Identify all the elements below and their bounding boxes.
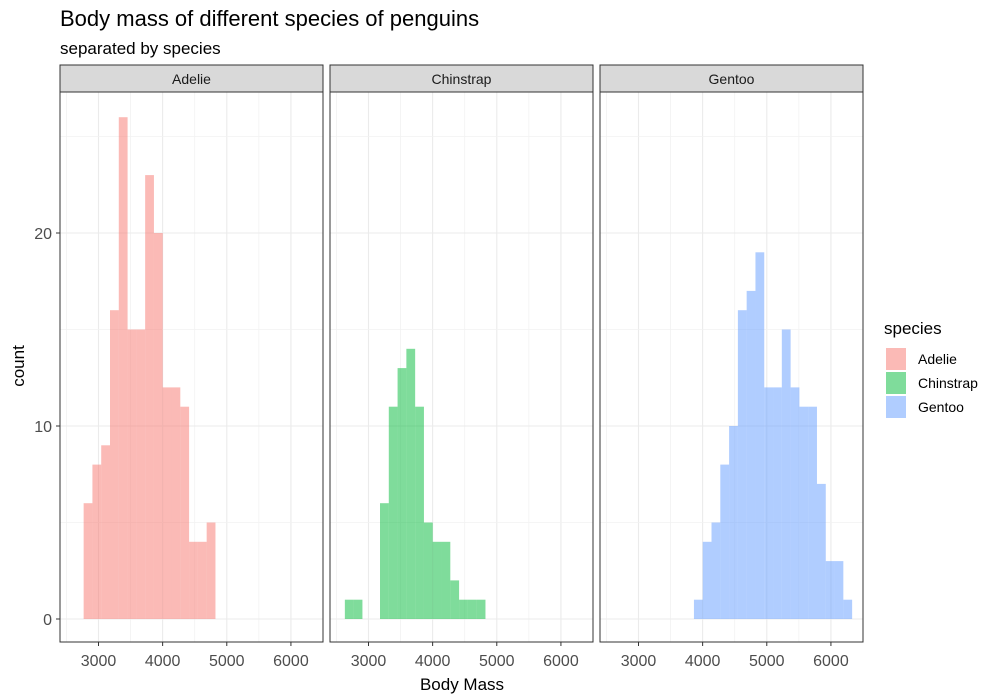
- histogram-bar: [825, 561, 835, 619]
- histogram-bar: [711, 522, 721, 619]
- histogram-bar: [476, 599, 486, 619]
- histogram-bar: [397, 368, 407, 619]
- facet-strip: [329, 64, 594, 93]
- facet-panel-chinstrap: Chinstrap 3000 4000 5000 6000: [329, 64, 594, 670]
- legend-label-adelie: Adelie: [918, 351, 957, 367]
- histogram-bar: [189, 541, 198, 619]
- x-tick-label: 3000: [351, 653, 387, 670]
- histogram-bar: [353, 599, 363, 619]
- chart-subtitle: separated by species: [60, 39, 221, 58]
- y-axis-title: count: [9, 345, 28, 387]
- facet-strip: [59, 64, 324, 93]
- y-tick-label: 20: [34, 226, 52, 243]
- legend-key-chinstrap: [886, 372, 906, 394]
- histogram-bar: [83, 503, 93, 619]
- histogram-bar: [406, 348, 416, 619]
- y-tick-label: 10: [34, 419, 52, 436]
- x-tick-label: 5000: [209, 653, 245, 670]
- histogram-bar: [834, 561, 844, 619]
- histogram-bar: [153, 233, 163, 619]
- x-tick-label: 3000: [621, 653, 657, 670]
- facet-strip-label: Gentoo: [709, 71, 755, 87]
- x-tick-label: 4000: [145, 653, 181, 670]
- histogram-bar: [790, 387, 800, 619]
- legend-key-adelie: [886, 348, 906, 370]
- x-tick-label: 5000: [749, 653, 785, 670]
- facet-panel-adelie: Adelie 3000 4000 5000 6000: [59, 64, 324, 670]
- x-tick-label: 4000: [685, 653, 721, 670]
- chart-title: Body mass of different species of pengui…: [60, 6, 479, 31]
- histogram-bar: [450, 580, 460, 619]
- x-tick-label: 4000: [415, 653, 451, 670]
- histogram-bar: [171, 387, 181, 619]
- x-axis-title: Body Mass: [420, 675, 504, 694]
- legend-label-chinstrap: Chinstrap: [918, 375, 978, 391]
- histogram-bar: [799, 406, 809, 619]
- histogram-bar: [843, 599, 853, 619]
- histogram-bar: [380, 503, 389, 619]
- histogram-bar: [432, 541, 442, 619]
- legend: species Adelie Chinstrap Gentoo: [884, 319, 978, 418]
- histogram-bar: [162, 387, 172, 619]
- histogram-bar: [180, 406, 190, 619]
- histogram-bar: [467, 599, 477, 619]
- histogram-bar: [764, 387, 774, 619]
- histogram-bar: [136, 329, 146, 619]
- facet-strip: [599, 64, 864, 93]
- histogram-bar: [197, 541, 207, 619]
- histogram-bar: [693, 599, 703, 619]
- histogram-bar: [816, 483, 826, 619]
- histogram-bar: [101, 445, 111, 619]
- x-tick-label: 3000: [81, 653, 117, 670]
- histogram-bar: [737, 310, 747, 619]
- histogram-bar: [415, 406, 424, 619]
- histogram-bar: [702, 541, 712, 619]
- x-tick-label: 5000: [479, 653, 515, 670]
- histogram-bar: [459, 599, 468, 619]
- histogram-bar: [755, 252, 765, 620]
- histogram-bar: [110, 310, 119, 619]
- histogram-bar: [145, 175, 154, 619]
- histogram-bar: [808, 406, 817, 619]
- histogram-bar: [773, 387, 782, 619]
- y-tick-label: 0: [43, 612, 52, 629]
- histogram-bar: [388, 406, 398, 619]
- facet-panels: Adelie 3000 4000 5000 6000 Chinstrap 3000 4000 5…: [59, 64, 864, 670]
- histogram-bar: [127, 329, 137, 619]
- x-tick-label: 6000: [813, 653, 849, 670]
- panel-background: [330, 92, 593, 642]
- facet-panel-gentoo: Gentoo 3000 4000 5000 6000: [599, 64, 864, 670]
- histogram-bar: [720, 464, 730, 619]
- legend-key-gentoo: [886, 396, 906, 418]
- histogram-bar: [441, 541, 451, 619]
- x-tick-label: 6000: [543, 653, 579, 670]
- histogram-bar: [729, 426, 738, 619]
- y-axis: 0 10 20: [34, 226, 60, 629]
- legend-label-gentoo: Gentoo: [918, 399, 964, 415]
- facet-strip-label: Adelie: [172, 71, 211, 87]
- x-tick-label: 6000: [273, 653, 309, 670]
- legend-title: species: [884, 319, 942, 338]
- facet-strip-label: Chinstrap: [432, 71, 492, 87]
- histogram-bar: [746, 290, 756, 619]
- histogram-bar: [344, 599, 354, 619]
- histogram-bar: [92, 464, 102, 619]
- histogram-bar: [423, 522, 433, 619]
- histogram-bar: [206, 522, 216, 619]
- histogram-bar: [781, 329, 791, 619]
- histogram-bar: [118, 117, 128, 619]
